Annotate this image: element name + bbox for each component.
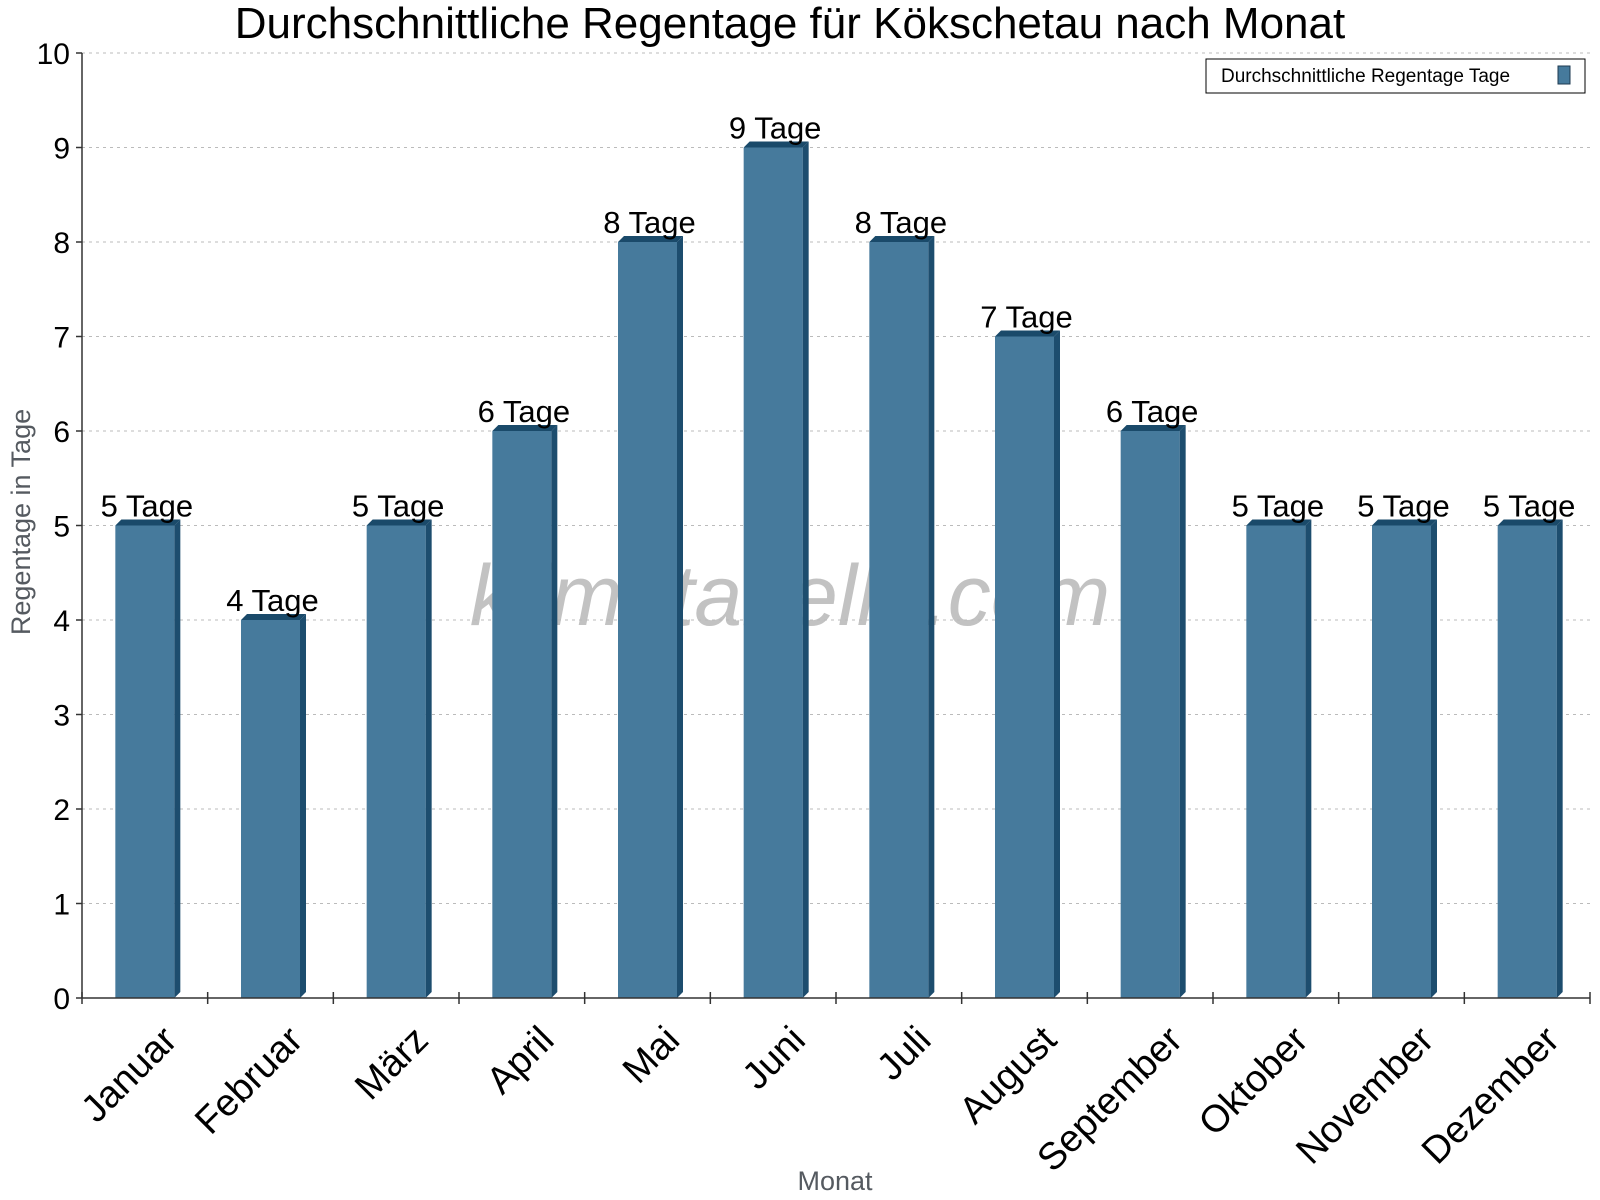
data-label: 5 Tage xyxy=(101,489,194,524)
bar-front xyxy=(366,525,426,998)
bar-front xyxy=(1246,525,1306,998)
y-tick-label: 10 xyxy=(37,38,70,71)
bar-top xyxy=(995,330,1060,337)
x-tick-label: November xyxy=(1288,1019,1442,1173)
bar-side xyxy=(1431,519,1437,998)
bars xyxy=(115,141,1563,998)
data-label: 4 Tage xyxy=(226,583,319,618)
data-label: 9 Tage xyxy=(729,111,822,146)
bar xyxy=(492,425,558,998)
y-tick-label: 7 xyxy=(53,322,70,355)
bar-front xyxy=(743,147,803,998)
bar xyxy=(618,236,683,998)
bar-front xyxy=(869,242,929,998)
x-tick-label: Dezember xyxy=(1414,1019,1568,1173)
bar-top xyxy=(366,519,432,526)
y-tick-label: 2 xyxy=(53,794,70,827)
bar-front xyxy=(618,242,677,998)
bar-top xyxy=(1372,519,1437,526)
bar-side xyxy=(1179,425,1186,998)
bar-front xyxy=(115,525,175,998)
data-label: 8 Tage xyxy=(603,205,696,240)
gridlines xyxy=(82,52,1590,904)
bar-side xyxy=(1556,519,1563,998)
data-label: 6 Tage xyxy=(478,394,571,429)
bar-front xyxy=(241,620,300,998)
bar-side xyxy=(300,614,306,998)
bar-side xyxy=(551,425,558,998)
bar xyxy=(995,330,1060,998)
legend-box xyxy=(1205,58,1586,94)
y-tick-label: 4 xyxy=(53,605,70,638)
bar xyxy=(115,519,181,998)
bar xyxy=(1372,519,1437,998)
bar-side xyxy=(174,519,181,998)
y-tick-label: 5 xyxy=(53,511,70,544)
data-label: 5 Tage xyxy=(1232,489,1325,524)
bar-side xyxy=(1305,519,1312,998)
legend: Durchschnittliche Regentage Tage xyxy=(1205,58,1586,94)
x-tick-label: Februar xyxy=(187,1019,311,1143)
x-tick-label: August xyxy=(952,1019,1066,1133)
bar-top xyxy=(492,425,558,431)
bar-top xyxy=(743,141,809,148)
x-tick-label: Oktober xyxy=(1191,1019,1317,1145)
data-label: 7 Tage xyxy=(980,300,1073,335)
bar-side xyxy=(677,236,683,998)
y-tick-label: 1 xyxy=(53,889,70,922)
bar-top xyxy=(1120,425,1186,431)
x-tick-label: Mai xyxy=(615,1019,688,1092)
x-tick-label: Januar xyxy=(73,1019,185,1131)
y-tick-label: 8 xyxy=(53,227,70,260)
bar xyxy=(366,519,432,998)
y-tick-label: 6 xyxy=(53,416,70,449)
x-tick-label: Juli xyxy=(869,1019,939,1089)
bar-top xyxy=(1246,519,1312,526)
bar xyxy=(1120,425,1186,998)
legend-label: Durchschnittliche Regentage Tage xyxy=(1221,66,1510,87)
bar-front xyxy=(492,431,552,998)
data-label: 6 Tage xyxy=(1106,394,1199,429)
data-label: 5 Tage xyxy=(1483,489,1576,524)
bar-side xyxy=(1054,330,1060,998)
y-tick-label: 3 xyxy=(53,700,70,733)
data-labels: 5 Tage 4 Tage 5 Tage 6 Tage 8 Tage 9 Tage 8 Ta… xyxy=(101,111,1576,619)
bar-top xyxy=(241,614,306,620)
x-tick-label: Juni xyxy=(735,1019,814,1098)
y-axis-title: Regentage in Tage xyxy=(6,409,36,635)
bar-front xyxy=(1120,431,1180,998)
bar xyxy=(743,141,809,998)
x-tick-label: April xyxy=(479,1019,562,1102)
bar xyxy=(1246,519,1312,998)
bar-front xyxy=(995,336,1054,998)
bar-front xyxy=(1497,525,1557,998)
data-label: 8 Tage xyxy=(855,205,948,240)
data-label: 5 Tage xyxy=(1357,489,1450,524)
data-label: 5 Tage xyxy=(352,489,445,524)
bar-side xyxy=(802,141,809,998)
bar xyxy=(241,614,306,998)
chart-title: Durchschnittliche Regentage für Kökschet… xyxy=(235,0,1345,48)
bar-top xyxy=(869,236,935,242)
x-tick-label: März xyxy=(347,1019,436,1108)
bar-side xyxy=(425,519,432,998)
y-tick-label: 0 xyxy=(53,983,70,1016)
bar-side xyxy=(928,236,935,998)
bar-top xyxy=(115,519,181,526)
x-axis-title: Monat xyxy=(797,1166,873,1196)
bar xyxy=(1497,519,1563,998)
bar-top xyxy=(618,236,683,242)
bar-top xyxy=(1497,519,1563,526)
bar-front xyxy=(1372,525,1431,998)
legend-swatch xyxy=(1557,65,1571,85)
bar xyxy=(869,236,935,998)
y-tick-label: 9 xyxy=(53,133,70,166)
